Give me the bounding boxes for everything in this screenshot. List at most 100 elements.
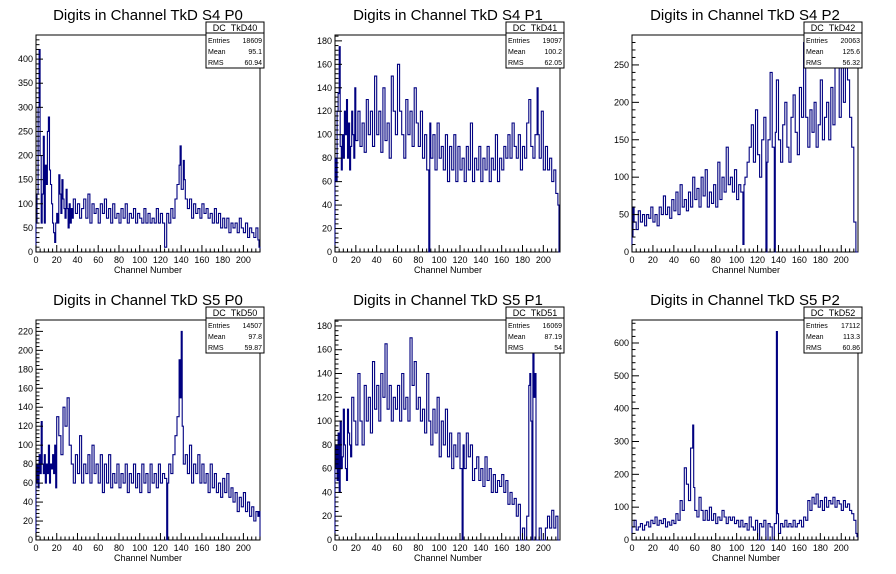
x-tick-label: 40 xyxy=(72,543,82,553)
x-tick-label: 160 xyxy=(792,255,807,265)
histogram-panel: Digits in Channel TkD S4 P0 0 20 40 60 80 100 1… xyxy=(18,7,265,275)
stats-box-frame xyxy=(505,21,565,69)
y-tick-label: 100 xyxy=(317,416,332,426)
x-tick-label: 200 xyxy=(236,543,251,553)
stats-label: Mean xyxy=(508,49,526,56)
x-tick-label: 100 xyxy=(132,255,147,265)
x-tick-label: 0 xyxy=(332,543,337,553)
x-tick-label: 80 xyxy=(711,543,721,553)
stats-box-frame xyxy=(803,306,863,354)
stats-label: Entries xyxy=(806,323,828,330)
stats-value: 20063 xyxy=(841,38,861,45)
x-tick-label: 200 xyxy=(236,255,251,265)
x-tick-label: 60 xyxy=(690,543,700,553)
x-tick-label: 180 xyxy=(515,255,530,265)
y-tick-label: 0 xyxy=(327,247,332,257)
x-tick-label: 120 xyxy=(153,543,168,553)
x-axis-label: Channel Number xyxy=(712,553,780,563)
y-tick-label: 400 xyxy=(18,54,33,64)
y-tick-label: 180 xyxy=(317,36,332,46)
stats-value: 19097 xyxy=(543,38,563,45)
y-tick-label: 100 xyxy=(18,440,33,450)
y-tick-label: 20 xyxy=(322,511,332,521)
y-tick-label: 140 xyxy=(317,369,332,379)
x-tick-label: 180 xyxy=(215,543,230,553)
x-tick-label: 40 xyxy=(372,543,382,553)
x-tick-label: 60 xyxy=(690,255,700,265)
x-tick-label: 0 xyxy=(332,255,337,265)
stats-value: 97.8 xyxy=(248,334,262,341)
x-tick-label: 160 xyxy=(792,543,807,553)
x-tick-label: 180 xyxy=(515,543,530,553)
stats-label: Mean xyxy=(208,49,226,56)
x-tick-label: 80 xyxy=(114,255,124,265)
y-tick-label: 120 xyxy=(317,392,332,402)
stats-label: RMS xyxy=(508,60,524,67)
stats-value: 125.6 xyxy=(842,49,860,56)
stats-box-frame xyxy=(205,306,265,354)
x-tick-label: 40 xyxy=(72,255,82,265)
x-tick-label: 160 xyxy=(194,255,209,265)
x-tick-label: 120 xyxy=(750,255,765,265)
y-tick-label: 100 xyxy=(614,502,629,512)
stats-label: RMS xyxy=(208,60,224,67)
stats-box: DC_TkD40 Entries 18609 Mean 95.1 RMS 60.94 xyxy=(205,21,265,69)
stats-value: 95.1 xyxy=(248,49,262,56)
x-tick-label: 140 xyxy=(174,255,189,265)
y-tick-label: 60 xyxy=(322,464,332,474)
stats-label: Entries xyxy=(508,38,530,45)
x-axis-label: Channel Number xyxy=(414,265,482,275)
y-tick-label: 160 xyxy=(317,59,332,69)
x-tick-label: 0 xyxy=(629,543,634,553)
x-tick-label: 180 xyxy=(813,543,828,553)
x-tick-label: 140 xyxy=(174,543,189,553)
x-tick-label: 60 xyxy=(93,255,103,265)
x-tick-label: 80 xyxy=(413,255,423,265)
y-tick-label: 40 xyxy=(23,497,33,507)
x-tick-label: 20 xyxy=(52,255,62,265)
stats-value: 60.86 xyxy=(842,345,860,352)
y-tick-label: 200 xyxy=(614,97,629,107)
x-tick-label: 120 xyxy=(750,543,765,553)
x-tick-label: 160 xyxy=(494,255,509,265)
x-tick-label: 100 xyxy=(729,543,744,553)
x-tick-label: 0 xyxy=(33,543,38,553)
y-tick-label: 100 xyxy=(317,130,332,140)
stats-value: 17112 xyxy=(841,323,860,330)
histogram-line xyxy=(334,46,560,253)
x-tick-label: 140 xyxy=(771,543,786,553)
histogram-line xyxy=(35,330,261,541)
y-tick-label: 0 xyxy=(28,247,33,257)
x-tick-label: 100 xyxy=(432,543,447,553)
y-tick-label: 220 xyxy=(18,326,33,336)
y-tick-label: 250 xyxy=(614,60,629,70)
y-tick-label: 160 xyxy=(18,383,33,393)
stats-value: 18609 xyxy=(243,38,263,45)
stats-box: DC_TkD51 Entries 16069 Mean 87.19 RMS 54 xyxy=(505,306,565,354)
stats-label: Mean xyxy=(806,49,824,56)
y-tick-label: 120 xyxy=(317,106,332,116)
x-tick-label: 40 xyxy=(372,255,382,265)
x-tick-label: 100 xyxy=(132,543,147,553)
y-tick-label: 0 xyxy=(624,535,629,545)
chart-title: Digits in Channel TkD S5 P1 xyxy=(353,292,543,309)
x-axis-label: Channel Number xyxy=(414,553,482,563)
y-tick-label: 200 xyxy=(18,151,33,161)
y-tick-label: 20 xyxy=(23,516,33,526)
x-tick-label: 140 xyxy=(473,255,488,265)
stats-name: DC_TkD41 xyxy=(513,23,558,33)
x-tick-label: 200 xyxy=(834,255,849,265)
stats-box-frame xyxy=(505,306,565,354)
x-tick-label: 100 xyxy=(729,255,744,265)
x-tick-label: 160 xyxy=(194,543,209,553)
y-tick-label: 0 xyxy=(624,247,629,257)
y-tick-label: 20 xyxy=(322,224,332,234)
stats-box: DC_TkD50 Entries 14507 Mean 97.8 RMS 59.87 xyxy=(205,306,265,354)
histogram-line xyxy=(631,41,858,253)
y-tick-label: 150 xyxy=(18,175,33,185)
y-tick-label: 140 xyxy=(18,402,33,412)
histogram-panel: Digits in Channel TkD S5 P0 0 20 40 60 80 100 1… xyxy=(18,292,265,563)
histogram-panel: Digits in Channel TkD S5 P2 0 20 40 60 80 100 1… xyxy=(614,292,863,563)
y-tick-label: 180 xyxy=(18,364,33,374)
